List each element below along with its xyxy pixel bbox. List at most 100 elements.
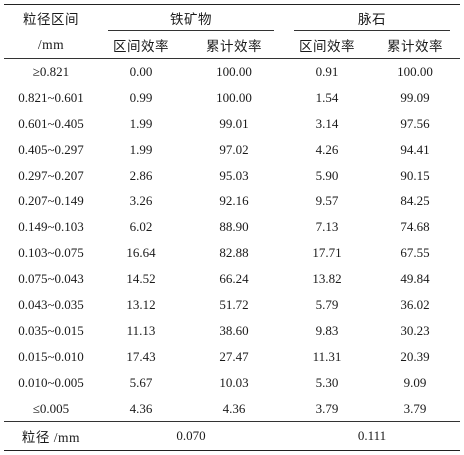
table-row: 0.601~0.405 1.99 99.01 3.14 97.56 — [4, 111, 460, 137]
gangue-interval-cell: 7.13 — [315, 219, 339, 235]
size-range-cell: 0.601~0.405 — [18, 115, 84, 131]
gangue-interval-cell: 4.26 — [315, 141, 339, 157]
iron-cumulative-cell: 100.00 — [216, 63, 252, 79]
gangue-cumulative-cell: 36.02 — [400, 296, 430, 312]
gangue-interval-cell: 17.71 — [312, 245, 342, 261]
gangue-cumulative-cell: 9.09 — [403, 374, 427, 390]
size-range-cell: 0.149~0.103 — [18, 219, 84, 235]
efficiency-table: 粒径区间 铁矿物 脉石 /mm 区间效率 累计效率 区间效率 累计效率 ≥0.8… — [4, 4, 460, 452]
header-row-1: 粒径区间 铁矿物 脉石 — [4, 4, 460, 31]
size-range-cell: 0.207~0.149 — [18, 193, 84, 209]
iron-cumulative-cell: 88.90 — [219, 219, 249, 235]
size-range-cell: 0.035~0.015 — [18, 322, 84, 338]
size-range-cell: 0.297~0.207 — [18, 167, 84, 183]
size-range-cell: ≥0.821 — [32, 63, 70, 79]
iron-interval-header: 区间效率 — [98, 31, 184, 59]
iron-cumulative-cell: 95.03 — [219, 167, 249, 183]
iron-cumulative-cell: 38.60 — [219, 322, 249, 338]
iron-cumulative-cell: 27.47 — [219, 348, 249, 364]
iron-cumulative-cell: 82.88 — [219, 245, 249, 261]
gangue-footer-value: 0.111 — [284, 421, 460, 452]
table-row: 0.297~0.207 2.86 95.03 5.90 90.15 — [4, 163, 460, 189]
table-row: 0.405~0.297 1.99 97.02 4.26 94.41 — [4, 137, 460, 163]
gangue-interval-cell: 5.79 — [315, 296, 339, 312]
iron-interval-cell: 4.36 — [129, 400, 153, 416]
table-row: 0.149~0.103 6.02 88.90 7.13 74.68 — [4, 214, 460, 240]
size-range-header: 粒径区间 — [4, 4, 98, 31]
gangue-interval-cell: 13.82 — [312, 271, 342, 287]
gangue-interval-cell: 9.57 — [315, 193, 339, 209]
gangue-cumulative-header: 累计效率 — [370, 31, 460, 59]
header-row-2: /mm 区间效率 累计效率 区间效率 累计效率 — [4, 31, 460, 59]
table-row: 0.035~0.015 11.13 38.60 9.83 30.23 — [4, 318, 460, 344]
iron-interval-cell: 0.00 — [129, 63, 153, 79]
gangue-interval-cell: 1.54 — [315, 89, 339, 105]
iron-cumulative-cell: 10.03 — [219, 374, 249, 390]
iron-cumulative-cell: 51.72 — [219, 296, 249, 312]
table-row: ≥0.821 0.00 100.00 0.91 100.00 — [4, 59, 460, 85]
gangue-cumulative-cell: 97.56 — [400, 115, 430, 131]
gangue-cumulative-cell: 74.68 — [400, 219, 430, 235]
table-row: 0.043~0.035 13.12 51.72 5.79 36.02 — [4, 292, 460, 318]
iron-cumulative-cell: 100.00 — [216, 89, 252, 105]
table-row: 0.207~0.149 3.26 92.16 9.57 84.25 — [4, 188, 460, 214]
gangue-cumulative-cell: 3.79 — [403, 400, 427, 416]
iron-interval-cell: 1.99 — [129, 115, 153, 131]
iron-cumulative-cell: 99.01 — [219, 115, 249, 131]
table-row: 0.015~0.010 17.43 27.47 11.31 20.39 — [4, 344, 460, 370]
size-range-cell: ≤0.005 — [32, 400, 70, 416]
size-range-cell: 0.405~0.297 — [18, 141, 84, 157]
iron-cumulative-cell: 66.24 — [219, 271, 249, 287]
size-range-cell: 0.015~0.010 — [18, 348, 84, 364]
iron-interval-cell: 5.67 — [129, 374, 153, 390]
gangue-interval-cell: 11.31 — [312, 348, 342, 364]
gangue-interval-cell: 5.90 — [315, 167, 339, 183]
table-row: 0.010~0.005 5.67 10.03 5.30 9.09 — [4, 370, 460, 396]
gangue-cumulative-cell: 94.41 — [400, 141, 430, 157]
iron-mineral-header: 铁矿物 — [98, 4, 284, 31]
iron-cumulative-cell: 4.36 — [222, 400, 246, 416]
iron-interval-cell: 3.26 — [129, 193, 153, 209]
gangue-interval-cell: 3.79 — [315, 400, 339, 416]
gangue-header-label: 脉石 — [358, 12, 386, 27]
size-range-cell: 0.043~0.035 — [18, 296, 84, 312]
gangue-cumulative-cell: 49.84 — [400, 271, 430, 287]
gangue-cumulative-cell: 84.25 — [400, 193, 430, 209]
size-unit-header: /mm — [4, 31, 98, 59]
iron-interval-cell: 1.99 — [129, 141, 153, 157]
iron-interval-cell: 14.52 — [126, 271, 156, 287]
iron-interval-cell: 17.43 — [126, 348, 156, 364]
size-range-cell: 0.010~0.005 — [18, 374, 84, 390]
gangue-interval-cell: 3.14 — [315, 115, 339, 131]
gangue-cumulative-cell: 67.55 — [400, 245, 430, 261]
iron-interval-cell: 11.13 — [126, 322, 156, 338]
size-range-cell: 0.103~0.075 — [18, 245, 84, 261]
gangue-interval-cell: 0.91 — [315, 63, 339, 79]
iron-cumulative-cell: 97.02 — [219, 141, 249, 157]
iron-interval-cell: 16.64 — [126, 245, 156, 261]
size-range-cell: 0.075~0.043 — [18, 271, 84, 287]
table-row: 0.075~0.043 14.52 66.24 13.82 49.84 — [4, 266, 460, 292]
iron-interval-cell: 2.86 — [129, 167, 153, 183]
table-row: ≤0.005 4.36 4.36 3.79 3.79 — [4, 396, 460, 422]
iron-interval-cell: 0.99 — [129, 89, 153, 105]
iron-mineral-header-label: 铁矿物 — [170, 12, 212, 27]
iron-cumulative-header: 累计效率 — [184, 31, 284, 59]
footer-label: 粒径 /mm — [4, 421, 98, 452]
iron-interval-cell: 13.12 — [126, 296, 156, 312]
gangue-cumulative-cell: 100.00 — [397, 63, 433, 79]
gangue-interval-cell: 9.83 — [315, 322, 339, 338]
size-range-cell: 0.821~0.601 — [18, 89, 84, 105]
gangue-header: 脉石 — [284, 4, 460, 31]
iron-interval-cell: 6.02 — [129, 219, 153, 235]
gangue-cumulative-cell: 30.23 — [400, 322, 430, 338]
gangue-cumulative-cell: 99.09 — [400, 89, 430, 105]
gangue-cumulative-cell: 90.15 — [400, 167, 430, 183]
gangue-cumulative-cell: 20.39 — [400, 348, 430, 364]
gangue-interval-header: 区间效率 — [284, 31, 370, 59]
table-row: 0.103~0.075 16.64 82.88 17.71 67.55 — [4, 240, 460, 266]
iron-cumulative-cell: 92.16 — [219, 193, 249, 209]
footer-row: 粒径 /mm 0.070 0.111 — [4, 421, 460, 452]
gangue-interval-cell: 5.30 — [315, 374, 339, 390]
table-row: 0.821~0.601 0.99 100.00 1.54 99.09 — [4, 85, 460, 111]
